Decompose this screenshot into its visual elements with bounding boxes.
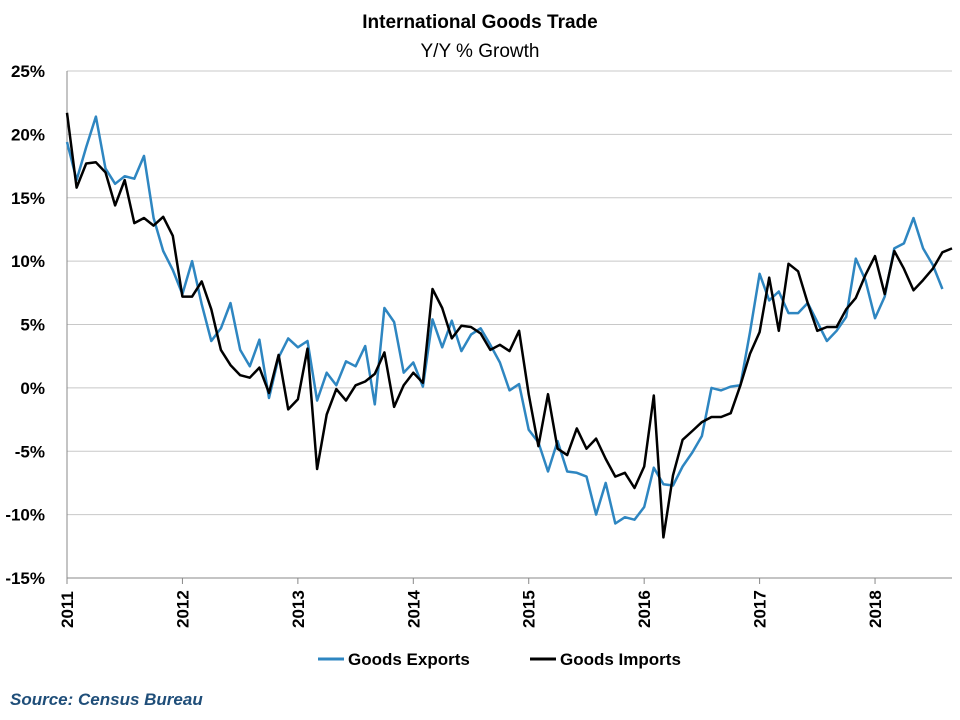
y-tick-label: 0%: [20, 379, 45, 398]
legend-label-goods-exports: Goods Exports: [348, 650, 470, 669]
x-tick-label: 2014: [404, 590, 423, 628]
x-tick-label: 2013: [289, 590, 308, 628]
series-line-goods-exports: [65, 115, 944, 525]
y-tick-label: 25%: [11, 62, 45, 81]
legend-label-goods-imports: Goods Imports: [560, 650, 681, 669]
x-tick-label: 2015: [520, 590, 539, 628]
x-tick-label: 2012: [173, 590, 192, 628]
x-tick-label: 2011: [58, 591, 77, 628]
x-tick-label: 2017: [751, 590, 770, 628]
x-axis-tick-labels: 2011 2012 2013 2014 2015 2016 2017 2018: [58, 590, 885, 628]
y-tick-label: 15%: [11, 189, 45, 208]
series-lines: [65, 112, 953, 539]
axes: [66, 71, 952, 584]
y-axis-tick-labels: 25% 20% 15% 10% 5% 0% -5% -10% -15%: [5, 62, 45, 588]
chart-subtitle: Y/Y % Growth: [421, 41, 540, 62]
x-tick-label: 2018: [866, 590, 885, 628]
y-tick-label: 20%: [11, 125, 45, 144]
y-tick-label: -10%: [5, 506, 45, 525]
y-tick-label: -5%: [15, 442, 45, 461]
y-tick-label: 10%: [11, 252, 45, 271]
y-tick-label: -15%: [5, 569, 45, 588]
y-tick-label: 5%: [20, 316, 45, 335]
legend: Goods Exports Goods Imports: [318, 650, 681, 669]
chart-title: International Goods Trade: [362, 12, 597, 33]
source-note: Source: Census Bureau: [10, 690, 203, 709]
x-tick-label: 2016: [635, 590, 654, 628]
series-line-goods-imports: [65, 112, 953, 539]
